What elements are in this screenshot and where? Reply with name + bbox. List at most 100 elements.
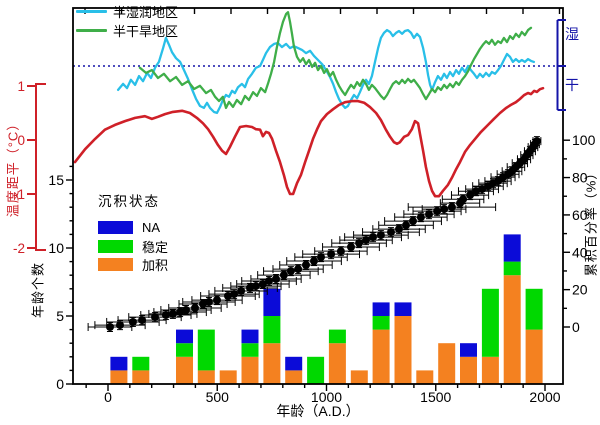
pct-tick-label: 60 xyxy=(572,207,588,223)
wet-label: 湿 xyxy=(565,26,579,42)
bar-segment-加积 xyxy=(460,356,477,384)
cumulative-point xyxy=(310,257,318,266)
bar-segment-稳定 xyxy=(241,343,259,357)
pct-axis-title: 累积百分率（%） xyxy=(583,165,599,277)
cumulative-point xyxy=(317,253,325,262)
bar-segment-加积 xyxy=(372,329,390,384)
cumulative-point xyxy=(466,191,475,200)
cumulative-point xyxy=(191,303,199,312)
temp-tick-label: -1 xyxy=(13,187,25,202)
aggrade-label: 加积 xyxy=(142,257,169,273)
cumulative-point xyxy=(213,296,221,305)
cumulative-point xyxy=(402,221,410,230)
bar-segment-加积 xyxy=(394,316,412,384)
temp-line xyxy=(73,86,545,198)
bar-segment-加积 xyxy=(219,370,237,384)
aggrade-swatch xyxy=(98,257,133,271)
bar-segment-加积 xyxy=(481,356,499,384)
bar-segment-加积 xyxy=(438,343,456,384)
cumulative-point xyxy=(128,318,137,326)
stacked-bars-layer xyxy=(110,234,543,384)
bar-legend-item-aggrade: 加积 xyxy=(98,257,169,273)
cumulative-point xyxy=(272,275,280,283)
cumulative-point xyxy=(416,213,425,222)
semi-arid-line xyxy=(138,11,533,110)
bar-segment-稳定 xyxy=(503,261,521,276)
bar-segment-加积 xyxy=(197,370,215,384)
temp-axis: 1 0 -1 -2 xyxy=(13,79,46,256)
cumulative-point xyxy=(440,205,449,214)
cumulative-point xyxy=(204,298,213,306)
cumulative-point xyxy=(138,316,147,325)
cumulative-point xyxy=(347,243,355,251)
bar-segment-NA xyxy=(394,302,412,316)
moisture-axis xyxy=(556,19,566,111)
cumulative-point xyxy=(409,217,417,226)
bar-segment-NA xyxy=(503,234,521,262)
cumulative-point xyxy=(425,210,433,219)
cumulative-point xyxy=(279,271,288,280)
bar-legend-title: 沉积状态 xyxy=(98,194,160,209)
bar-segment-加积 xyxy=(263,343,281,384)
pct-tick-label: 80 xyxy=(572,170,588,186)
cumulative-point xyxy=(532,137,541,146)
cumulative-point xyxy=(387,228,395,237)
bar-segment-稳定 xyxy=(197,329,215,371)
bar-segment-稳定 xyxy=(328,329,346,344)
legend-item-semi-arid: 半干旱地区 xyxy=(76,23,179,39)
bar-segment-稳定 xyxy=(525,288,543,330)
bar-segment-加积 xyxy=(525,329,543,384)
bar-segment-NA xyxy=(372,302,390,316)
cumulative-point xyxy=(286,267,295,276)
semi-humid-legend-line xyxy=(76,10,107,13)
tick-labels: 0 500 1000 1500 2000 0 5 10 15 0 20 40 60 80 100 xyxy=(48,132,595,405)
cumulative-point xyxy=(251,282,260,291)
cumulative-point xyxy=(362,236,370,245)
bar-segment-NA xyxy=(263,288,281,316)
cumulative-point xyxy=(230,290,239,299)
cumulative-point xyxy=(376,231,385,240)
count-tick-label: 10 xyxy=(48,240,64,256)
cumulative-point xyxy=(168,309,177,318)
x-axis-title: 年龄（A.D.） xyxy=(276,403,360,419)
cumulative-point xyxy=(161,311,170,319)
cumulative-point xyxy=(294,265,303,274)
cumulative-point xyxy=(355,239,364,248)
x-tick-label: 1000 xyxy=(311,389,342,405)
bar-segment-加积 xyxy=(350,370,368,384)
x-tick-label: 0 xyxy=(104,389,112,405)
bar-segment-加积 xyxy=(328,343,346,384)
cumulative-point xyxy=(459,195,468,204)
cumulative-point xyxy=(182,306,190,314)
semi-arid-legend-label: 半干旱地区 xyxy=(113,24,179,39)
bar-segment-稳定 xyxy=(132,356,150,371)
cumulative-point xyxy=(395,225,403,234)
dry-label: 干 xyxy=(565,77,579,93)
semi-humid-line xyxy=(116,28,536,115)
stable-label: 稳定 xyxy=(142,239,169,255)
count-axis-title: 年龄个数 xyxy=(30,261,46,319)
temp-tick-label: 0 xyxy=(17,133,25,148)
bar-segment-NA xyxy=(285,356,303,371)
temp-tick-label: -2 xyxy=(13,241,25,256)
stable-swatch xyxy=(98,239,133,253)
semi-humid-legend-label: 半湿润地区 xyxy=(113,5,179,20)
axis-ticks xyxy=(66,8,570,391)
cumulative-point xyxy=(327,250,336,259)
cumulative-point xyxy=(106,323,114,331)
cumulative-point xyxy=(447,203,456,212)
temp-axis-title: 温度距平（°C） xyxy=(5,116,21,218)
count-tick-label: 5 xyxy=(56,308,64,324)
cumulative-point xyxy=(478,185,487,194)
bar-legend-item-na: NA xyxy=(98,220,160,235)
bar-segment-稳定 xyxy=(263,316,281,344)
cumulative-point xyxy=(265,277,273,285)
bar-segment-稳定 xyxy=(481,288,499,357)
pct-tick-label: 100 xyxy=(572,132,596,148)
temperature-curve xyxy=(73,86,545,198)
bar-segment-NA xyxy=(460,343,477,357)
cumulative-point xyxy=(258,280,267,288)
legend-item-semi-humid: 半湿润地区 xyxy=(76,4,179,20)
